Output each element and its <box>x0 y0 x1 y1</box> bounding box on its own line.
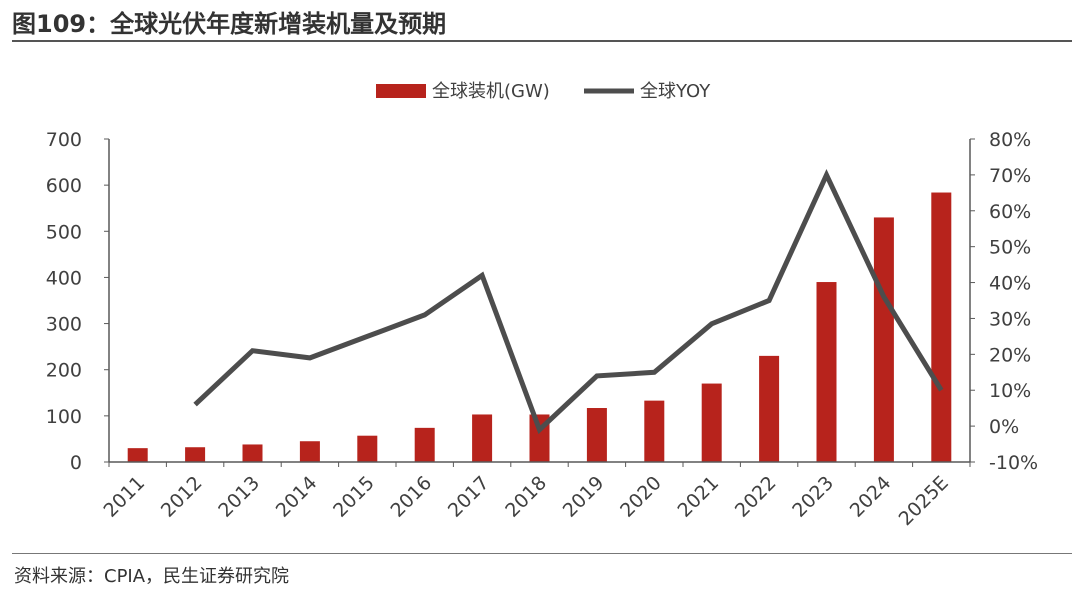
bar-2011 <box>127 448 148 462</box>
figure-title: 图109：全球光伏年度新增装机量及预期 <box>12 10 447 38</box>
bar-2021 <box>701 383 722 462</box>
y-tick-label: 400 <box>46 267 82 289</box>
yoy-line <box>193 168 944 435</box>
bar-2013 <box>242 444 263 462</box>
y2-tick-label: 60% <box>989 201 1031 223</box>
title-rule <box>12 40 1072 42</box>
x-tick-label: 2024 <box>846 472 896 522</box>
bar-2020 <box>644 400 665 462</box>
axes <box>104 138 975 467</box>
bar-2023 <box>816 282 837 462</box>
y-tick-label: 700 <box>46 129 82 151</box>
y2-tick-label: 10% <box>989 380 1031 402</box>
bar-2012 <box>185 447 206 462</box>
y2-tick-label: 40% <box>989 273 1031 295</box>
y2-tick-label: 0% <box>989 416 1019 438</box>
legend-bar-label: 全球装机(GW) <box>432 81 550 102</box>
y2-tick-label: 80% <box>989 129 1031 151</box>
y-tick-label: 100 <box>46 406 82 428</box>
x-tick-label: 2025E <box>895 472 953 530</box>
x-tick-label: 2020 <box>616 472 666 522</box>
x-tick-label: 2023 <box>788 472 838 522</box>
source-note: 资料来源：CPIA，民生证券研究院 <box>14 566 290 587</box>
y2-tick-label: 20% <box>989 344 1031 366</box>
legend-line-label: 全球YOY <box>640 81 711 102</box>
legend: 全球装机(GW) 全球YOY <box>376 81 711 102</box>
x-tick-label: 2012 <box>157 472 207 522</box>
y-tick-label: 0 <box>70 452 82 474</box>
y-tick-label: 200 <box>46 360 82 382</box>
bar-2025E <box>931 192 952 463</box>
x-tick-label: 2017 <box>444 472 494 522</box>
bar-2016 <box>414 427 435 462</box>
x-tick-label: 2013 <box>214 472 264 522</box>
bar-2015 <box>357 435 378 462</box>
bar-2017 <box>472 414 493 462</box>
y-tick-label: 500 <box>46 221 82 243</box>
bar-series <box>127 192 952 463</box>
bar-2014 <box>299 441 320 462</box>
bar-2019 <box>586 408 607 462</box>
footer-rule <box>12 553 1072 554</box>
y-tick-label: 300 <box>46 314 82 336</box>
legend-bar-swatch <box>376 84 426 98</box>
yoy-line-series <box>193 168 944 435</box>
bar-2024 <box>873 217 894 462</box>
y2-tick-label: 30% <box>989 308 1031 330</box>
x-tick-label: 2011 <box>99 472 149 522</box>
y2-tick-label: -10% <box>989 452 1038 474</box>
x-tick-label: 2014 <box>272 472 322 522</box>
x-tick-label: 2018 <box>501 472 551 522</box>
x-tick-label: 2019 <box>559 472 609 522</box>
x-tick-label: 2022 <box>731 472 781 522</box>
x-tick-label: 2016 <box>386 472 436 522</box>
y2-tick-label: 70% <box>989 165 1031 187</box>
bar-2022 <box>759 355 780 462</box>
x-tick-label: 2015 <box>329 472 379 522</box>
y2-tick-label: 50% <box>989 237 1031 259</box>
y-tick-label: 600 <box>46 175 82 197</box>
x-tick-label: 2021 <box>673 472 723 522</box>
